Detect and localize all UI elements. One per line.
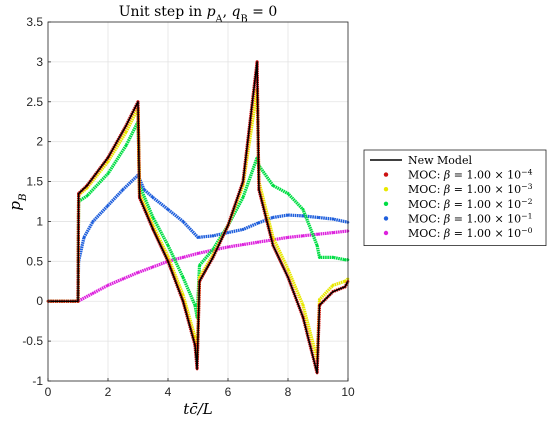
- series-line-new-model: [48, 61, 349, 374]
- series-point: [196, 236, 200, 239]
- series-point: [286, 268, 290, 271]
- legend-label: MOC: β = 1.00 × 10−2: [408, 196, 533, 211]
- series-point: [136, 271, 140, 274]
- series-point: [256, 240, 260, 244]
- series-point: [106, 283, 110, 287]
- series-dotted-trace: [48, 229, 349, 303]
- series-point: [301, 234, 305, 238]
- series-point: [343, 279, 347, 283]
- series-point: [301, 303, 305, 307]
- y-tick-label: 3: [36, 55, 43, 69]
- series-point: [211, 248, 215, 251]
- x-tick-label: 10: [341, 385, 355, 399]
- series-point: [121, 188, 125, 191]
- series-point: [181, 220, 185, 223]
- x-tick-label: 6: [225, 385, 232, 399]
- x-tick-label: 4: [165, 385, 172, 399]
- series-point: [301, 208, 305, 211]
- series-point: [181, 256, 185, 259]
- series-point: [211, 234, 215, 238]
- series-point: [166, 244, 170, 247]
- series-4: [46, 173, 350, 303]
- series-point: [318, 298, 321, 301]
- y-tick-label: 2.5: [26, 95, 43, 109]
- series-point: [241, 243, 245, 246]
- series-point: [331, 231, 335, 234]
- series-point: [151, 216, 155, 219]
- series-point: [271, 184, 275, 187]
- series-point: [151, 265, 155, 269]
- series-point: [241, 228, 245, 231]
- axis-ticks: 0 2 4 6 8 10 -1 -0.5 0 0.5 1 1.5 2 2.5 3 3.5: [22, 15, 355, 399]
- series-point: [316, 216, 320, 219]
- series-point: [198, 264, 201, 267]
- y-tick-label: -0.5: [22, 334, 43, 348]
- x-tick-label: 2: [105, 385, 112, 399]
- series-point: [343, 258, 347, 262]
- legend-label: MOC: β = 1.00 × 10−3: [408, 182, 533, 197]
- series-point: [166, 208, 170, 211]
- series-point: [331, 217, 335, 221]
- series-point: [301, 214, 305, 218]
- series-point: [256, 221, 260, 225]
- series-point: [124, 144, 128, 147]
- series-point: [181, 275, 185, 279]
- y-tick-label: 1: [36, 214, 43, 228]
- series-point: [91, 291, 95, 295]
- series-point: [82, 236, 86, 239]
- legend-dot-swatch: [383, 230, 389, 236]
- y-tick-label: 0: [36, 294, 43, 308]
- x-tick-label: 8: [285, 385, 292, 399]
- series-point: [121, 277, 125, 281]
- series-point: [286, 236, 290, 239]
- series-point: [241, 196, 245, 199]
- series-point: [106, 204, 110, 207]
- series-point: [226, 245, 230, 249]
- series-point: [226, 231, 230, 234]
- series-point: [271, 216, 275, 219]
- series-point: [124, 130, 128, 134]
- y-tick-label: 2: [36, 135, 43, 149]
- series-point: [318, 256, 321, 259]
- y-tick-label: 3.5: [26, 15, 43, 29]
- chart-title: Unit step in pA, qB = 0: [119, 4, 278, 25]
- series-point: [91, 220, 95, 223]
- series-dotted-trace: [48, 120, 348, 319]
- axes-box: [47, 21, 349, 382]
- series-point: [316, 232, 320, 236]
- legend-label: MOC: β = 1.00 × 10−0: [408, 226, 533, 241]
- legend-box: [363, 149, 547, 246]
- y-axis-label: pB: [6, 193, 29, 211]
- legend-label: New Model: [408, 154, 472, 167]
- legend-dot-swatch: [383, 201, 389, 206]
- series-point: [193, 303, 197, 307]
- y-tick-label: 1.5: [26, 175, 43, 189]
- series-point: [85, 194, 89, 198]
- series-point: [331, 256, 335, 259]
- series-point: [286, 192, 290, 195]
- series-layer: [46, 60, 350, 375]
- series-point: [331, 283, 335, 287]
- series-point: [286, 213, 290, 217]
- legend-dot-swatch: [383, 187, 389, 192]
- series-point: [151, 196, 155, 199]
- legend-label: MOC: β = 1.00 × 10−1: [408, 211, 533, 226]
- legend-label: MOC: β = 1.00 × 10−4: [408, 167, 533, 182]
- legend-dot-swatch: [383, 172, 389, 177]
- x-tick-label: 0: [45, 385, 52, 399]
- y-tick-label: -1: [32, 374, 43, 388]
- series-point: [315, 244, 319, 247]
- x-axis-label: tc̄/L: [183, 400, 212, 418]
- series-point: [142, 188, 146, 191]
- series-point: [196, 252, 200, 255]
- legend-dot-swatch: [383, 216, 389, 221]
- series-point: [106, 172, 110, 175]
- y-tick-label: 0.5: [26, 254, 43, 268]
